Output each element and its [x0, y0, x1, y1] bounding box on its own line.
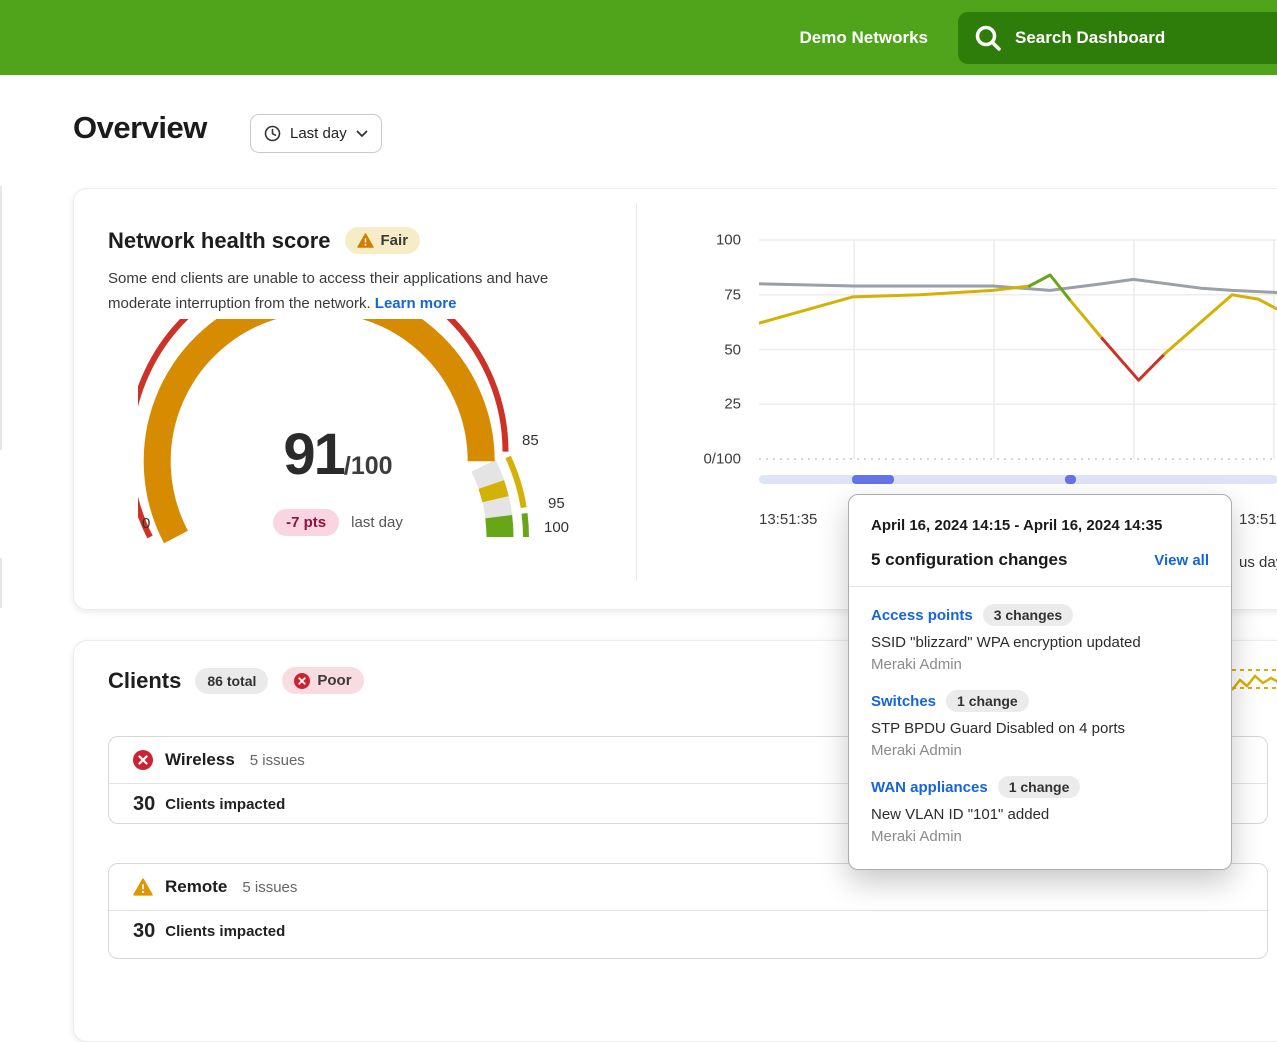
- config-change-marker[interactable]: [1065, 475, 1076, 484]
- health-status-label: Fair: [380, 232, 409, 249]
- change-author: Meraki Admin: [871, 828, 962, 845]
- error-icon: [133, 750, 153, 770]
- clients-total-badge: 86 total: [195, 667, 269, 694]
- health-history-chart[interactable]: [759, 230, 1277, 470]
- clients-status-badge: Poor: [282, 667, 364, 694]
- change-author: Meraki Admin: [871, 742, 962, 759]
- gauge-tick-0: 0: [142, 515, 151, 532]
- chart-timeline-scrubber[interactable]: [759, 475, 1277, 484]
- y-tick: 50: [724, 341, 741, 359]
- collapsed-sidebar-edge: [0, 186, 2, 450]
- switches-link[interactable]: Switches: [871, 692, 937, 710]
- config-change-marker[interactable]: [852, 475, 894, 484]
- health-score-title: Network health score: [108, 227, 331, 253]
- wireless-card-title: Wireless: [165, 750, 235, 769]
- change-entry-access-points: Access points 3 changes SSID "blizzard" …: [871, 604, 1209, 673]
- y-tick: 100: [715, 231, 741, 249]
- remote-impacted-label: Clients impacted: [165, 922, 286, 940]
- health-status-badge: Fair: [344, 227, 421, 254]
- x-tick-left: 13:51:35: [759, 511, 818, 528]
- remote-card-title: Remote: [165, 877, 228, 896]
- remote-issue-count: 5 issues: [242, 878, 298, 896]
- health-score-gauge: 91/100 -7 pts last day 0 85 95 100: [138, 319, 569, 559]
- time-range-label: Last day: [290, 125, 347, 142]
- wireless-impacted-label: Clients impacted: [165, 795, 286, 813]
- clock-icon: [264, 125, 281, 142]
- wan-appliances-link[interactable]: WAN appliances: [871, 778, 988, 796]
- tooltip-divider: [849, 586, 1231, 587]
- y-tick: 0/100: [703, 450, 741, 468]
- gauge-tick-85: 85: [522, 432, 539, 449]
- time-range-dropdown[interactable]: Last day: [250, 114, 382, 153]
- collapsed-sidebar-edge: [0, 558, 2, 608]
- chevron-down-icon: [356, 130, 368, 138]
- clients-status-label: Poor: [317, 672, 352, 689]
- search-icon: [973, 23, 1003, 53]
- y-tick: 25: [724, 395, 741, 413]
- change-author: Meraki Admin: [871, 656, 962, 673]
- error-icon: [294, 672, 311, 689]
- remote-impacted-count: 30: [133, 919, 156, 942]
- change-entry-wan-appliances: WAN appliances 1 change New VLAN ID "101…: [871, 776, 1209, 845]
- health-description: Some end clients are unable to access th…: [108, 266, 590, 316]
- tooltip-title: 5 configuration changes: [871, 550, 1068, 569]
- warning-icon: [133, 878, 153, 896]
- score-delta-badge: -7 pts: [273, 509, 340, 536]
- clients-sparkline-partial: [1232, 669, 1277, 691]
- change-count-badge: 1 change: [946, 690, 1029, 712]
- network-selector[interactable]: Demo Networks: [799, 27, 928, 47]
- tooltip-date-range: April 16, 2024 14:15 - April 16, 2024 14…: [871, 517, 1163, 534]
- change-detail: SSID "blizzard" WPA encryption updated: [871, 634, 1141, 651]
- config-changes-tooltip: April 16, 2024 14:15 - April 16, 2024 14…: [848, 494, 1232, 870]
- search-input[interactable]: Search Dashboard: [958, 11, 1277, 64]
- view-all-link[interactable]: View all: [1154, 551, 1209, 569]
- page-title: Overview: [73, 110, 207, 145]
- remote-issues-card[interactable]: Remote 5 issues 30 Clients impacted: [108, 863, 1268, 959]
- wireless-issue-count: 5 issues: [249, 751, 305, 769]
- score-denominator: /100: [343, 452, 393, 480]
- legend-previous-day-partial: us day: [1239, 554, 1277, 571]
- y-tick: 75: [724, 286, 741, 304]
- change-detail: STP BPDU Guard Disabled on 4 ports: [871, 720, 1126, 737]
- top-navigation-bar: Demo Networks Search Dashboard: [0, 0, 1277, 75]
- search-placeholder: Search Dashboard: [1015, 27, 1166, 47]
- chart-y-axis: 100 75 50 25 0/100: [634, 230, 741, 470]
- clients-title: Clients: [108, 667, 182, 693]
- change-entry-switches: Switches 1 change STP BPDU Guard Disable…: [871, 690, 1209, 759]
- gauge-tick-95: 95: [548, 495, 565, 512]
- warning-icon: [356, 233, 374, 248]
- change-count-badge: 3 changes: [982, 604, 1074, 626]
- gauge-score: 91/100: [138, 421, 538, 488]
- score-value: 91: [283, 422, 345, 487]
- score-delta-caption: last day: [351, 514, 403, 531]
- change-count-badge: 1 change: [997, 776, 1081, 798]
- gauge-tick-100: 100: [544, 519, 570, 536]
- wireless-impacted-count: 30: [133, 792, 156, 815]
- change-detail: New VLAN ID "101" added: [871, 806, 1050, 823]
- health-description-text: Some end clients are unable to access th…: [108, 270, 549, 312]
- access-points-link[interactable]: Access points: [871, 606, 973, 624]
- gauge-arc: [138, 319, 529, 544]
- card-divider: [636, 203, 637, 581]
- learn-more-link[interactable]: Learn more: [374, 295, 457, 312]
- x-tick-right: 13:51:35: [1239, 511, 1277, 528]
